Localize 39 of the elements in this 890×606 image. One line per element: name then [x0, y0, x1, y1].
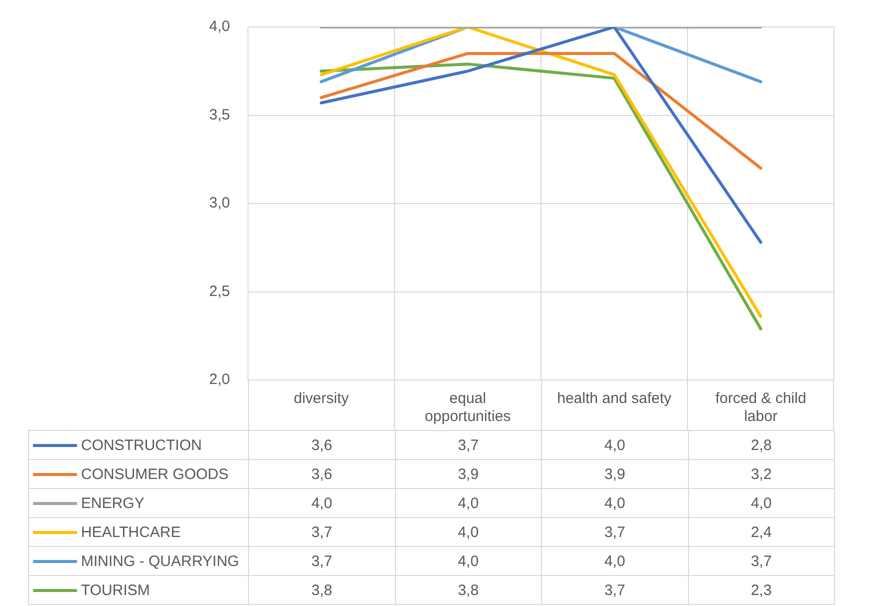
- data-label: 3,7: [395, 430, 542, 460]
- data-label: 3,9: [542, 460, 688, 488]
- data-label: 4,0: [395, 546, 542, 576]
- x-tick-label: diversity: [294, 390, 350, 408]
- data-label: 4,0: [395, 488, 542, 518]
- data-label: 3,9: [395, 460, 542, 488]
- data-label: 3,6: [248, 460, 395, 488]
- y-tick-label: 3,0: [209, 194, 230, 212]
- data-label: 4,0: [395, 518, 542, 546]
- y-tick-label: 4,0: [209, 18, 230, 36]
- data-label: 2,8: [688, 430, 834, 460]
- legend-label: CONSTRUCTION: [28, 430, 248, 460]
- y-tick-label: 3,5: [209, 106, 230, 124]
- data-label: 3,2: [688, 460, 834, 488]
- data-label: 4,0: [248, 488, 395, 518]
- legend-label: CONSUMER GOODS: [28, 460, 248, 488]
- x-tick-label: equal opportunities: [424, 390, 511, 426]
- y-tick-label: 2,5: [209, 282, 230, 300]
- data-label: 4,0: [542, 430, 688, 460]
- data-label: 3,7: [688, 546, 834, 576]
- data-label: 3,7: [542, 576, 688, 604]
- data-label: 4,0: [542, 546, 688, 576]
- data-label: 2,3: [688, 576, 834, 604]
- legend-label: ENERGY: [28, 488, 248, 518]
- data-label: 3,7: [248, 518, 395, 546]
- legend-label: MINING - QUARRYING: [28, 546, 248, 576]
- x-tick-label: health and safety: [557, 390, 672, 408]
- data-label: 2,4: [688, 518, 834, 546]
- data-label: 3,7: [542, 518, 688, 546]
- data-label: 3,8: [248, 576, 395, 604]
- legend-label: TOURISM: [28, 576, 248, 604]
- data-label: 3,7: [248, 546, 395, 576]
- x-tick-label: forced & child labor: [715, 390, 806, 426]
- y-tick-label: 2,0: [209, 371, 230, 388]
- data-label: 3,8: [395, 576, 542, 604]
- data-label: 3,6: [248, 430, 395, 460]
- data-label: 4,0: [542, 488, 688, 518]
- legend-label: HEALTHCARE: [28, 518, 248, 546]
- data-label: 4,0: [688, 488, 834, 518]
